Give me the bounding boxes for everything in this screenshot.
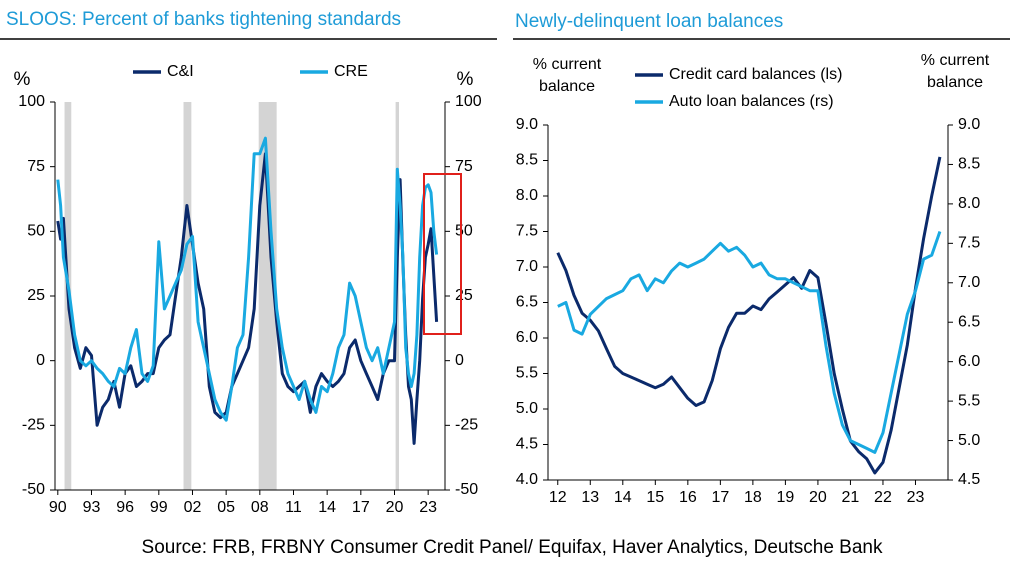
y-tick-label: 8.0 xyxy=(516,187,538,204)
series-line xyxy=(56,152,439,445)
x-tick-label: 90 xyxy=(49,499,67,516)
y2-tick-label: 7.0 xyxy=(958,274,980,291)
y-tick-label: 75 xyxy=(27,158,45,175)
highlight-box xyxy=(423,173,462,335)
y2-tick-label: 7.5 xyxy=(958,235,980,252)
x-tick-label: 18 xyxy=(744,489,762,506)
x-tick-label: 19 xyxy=(776,489,794,506)
y-tick-label: 50 xyxy=(27,223,45,240)
y2-tick-label: 0 xyxy=(455,352,464,369)
y2-tick-label: 6.0 xyxy=(958,353,980,370)
x-tick-label: 16 xyxy=(679,489,697,506)
legend-label: Auto loan balances (rs) xyxy=(669,93,834,110)
y2-tick-label: 8.5 xyxy=(958,156,980,173)
y-tick-label: 100 xyxy=(18,93,45,110)
source-note: Source: FRB, FRBNY Consumer Credit Panel… xyxy=(142,537,883,558)
axis-label: % current xyxy=(533,56,602,73)
axis-label: % xyxy=(14,69,31,90)
x-tick-label: 14 xyxy=(614,489,632,506)
axis-label: balance xyxy=(927,74,983,91)
y-tick-label: 6.5 xyxy=(516,294,538,311)
axis-label: % current xyxy=(921,52,990,69)
x-tick-label: 17 xyxy=(352,499,370,516)
y-tick-label: 7.5 xyxy=(516,223,538,240)
x-tick-label: 22 xyxy=(874,489,892,506)
y-tick-label: 5.5 xyxy=(516,365,538,382)
y-tick-label: 7.0 xyxy=(516,258,538,275)
x-tick-label: 23 xyxy=(907,489,925,506)
y-tick-label: 0 xyxy=(36,352,45,369)
y-tick-label: -25 xyxy=(22,417,45,434)
y2-tick-label: 9.0 xyxy=(958,116,980,133)
series-line xyxy=(557,231,942,454)
y-tick-label: 6.0 xyxy=(516,329,538,346)
y2-tick-label: 5.5 xyxy=(958,392,980,409)
y2-tick-label: 50 xyxy=(455,223,473,240)
y-tick-label: 9.0 xyxy=(516,116,538,133)
y-tick-label: 8.5 xyxy=(516,152,538,169)
axis-label: % xyxy=(457,69,474,90)
legend-label: C&I xyxy=(167,63,194,80)
recession-band xyxy=(183,102,192,490)
x-tick-label: 21 xyxy=(842,489,860,506)
series-line xyxy=(556,156,942,475)
y2-tick-label: -25 xyxy=(455,417,478,434)
chart-title: Newly-delinquent loan balances xyxy=(515,11,783,32)
y2-tick-label: 100 xyxy=(455,93,482,110)
y2-tick-label: 6.5 xyxy=(958,313,980,330)
legend-label: Credit card balances (ls) xyxy=(669,66,842,83)
x-tick-label: 23 xyxy=(419,499,437,516)
y2-tick-label: 8.0 xyxy=(958,195,980,212)
x-tick-label: 20 xyxy=(386,499,404,516)
legend-label: CRE xyxy=(334,63,368,80)
x-tick-label: 17 xyxy=(711,489,729,506)
series-line xyxy=(56,136,439,422)
chart-title: SLOOS: Percent of banks tightening stand… xyxy=(6,9,401,30)
y2-tick-label: -50 xyxy=(455,481,478,498)
x-tick-label: 08 xyxy=(251,499,269,516)
recession-band xyxy=(258,102,277,490)
x-tick-label: 20 xyxy=(809,489,827,506)
x-tick-label: 11 xyxy=(285,499,302,516)
axis-label: balance xyxy=(539,78,595,95)
x-tick-label: 12 xyxy=(549,489,567,506)
y-tick-label: 4.0 xyxy=(516,471,538,488)
y2-tick-label: 5.0 xyxy=(958,432,980,449)
y-tick-label: 5.0 xyxy=(516,400,538,417)
y2-tick-label: 4.5 xyxy=(958,471,980,488)
y-tick-label: 25 xyxy=(27,287,45,304)
x-tick-label: 14 xyxy=(318,499,336,516)
y2-tick-label: 75 xyxy=(455,158,473,175)
x-tick-label: 96 xyxy=(116,499,134,516)
x-tick-label: 05 xyxy=(217,499,235,516)
y-tick-label: 4.5 xyxy=(516,436,538,453)
x-tick-label: 93 xyxy=(83,499,101,516)
y-tick-label: -50 xyxy=(22,481,45,498)
x-tick-label: 13 xyxy=(581,489,599,506)
x-tick-label: 02 xyxy=(184,499,202,516)
x-tick-label: 99 xyxy=(150,499,168,516)
x-tick-label: 15 xyxy=(646,489,664,506)
y2-tick-label: 25 xyxy=(455,287,473,304)
